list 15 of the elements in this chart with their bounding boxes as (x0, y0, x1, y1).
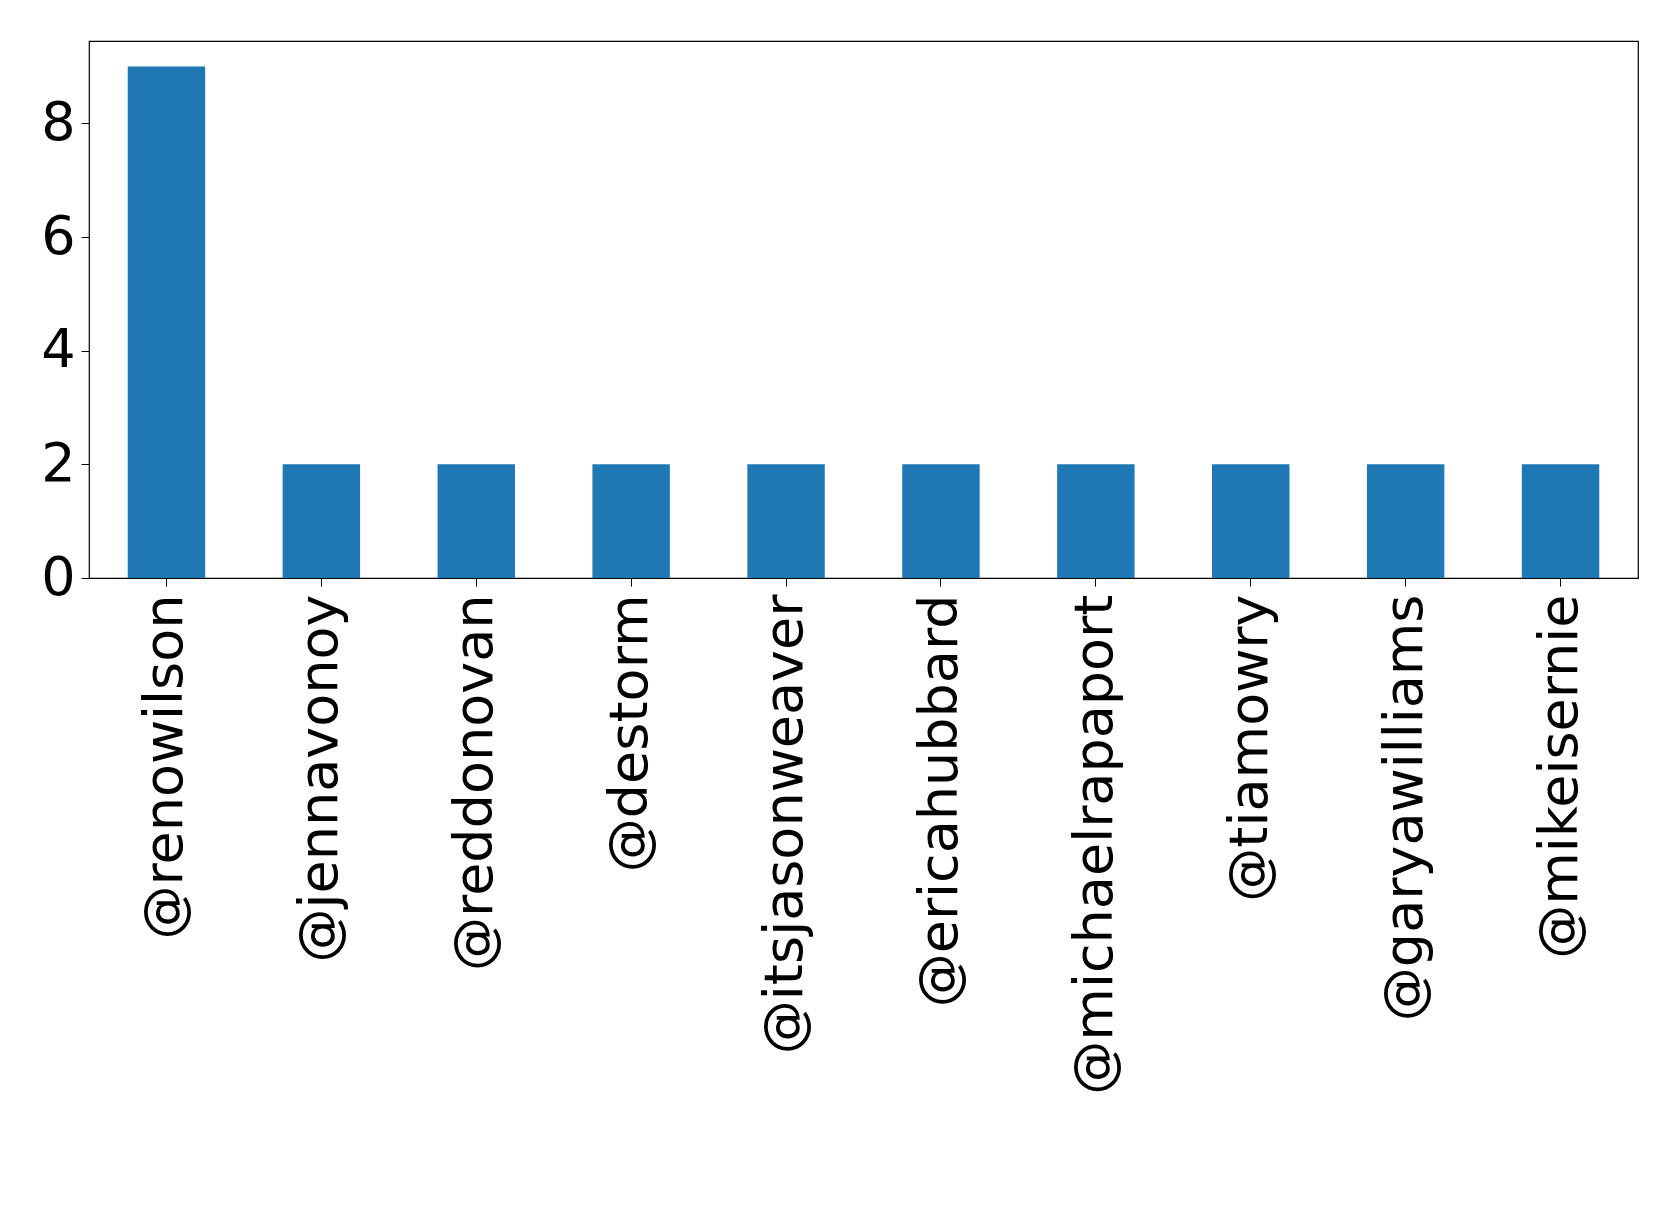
y-tick-label: 8 (41, 89, 76, 153)
x-tick-label: @garyawilliams (1371, 594, 1435, 1022)
x-tick-label: @jennavonoy (287, 594, 351, 963)
x-tick-label: @tiamowry (1216, 594, 1280, 902)
y-tick-label: 6 (41, 203, 76, 267)
y-tick-label: 2 (41, 430, 76, 494)
x-tick-label: @destorm (597, 594, 661, 873)
x-tick-label: @itsjasonweaver (752, 593, 816, 1055)
y-tick-label: 0 (41, 544, 76, 608)
x-tick-label: @reddonovan (442, 594, 506, 971)
x-tick-label: @renowilson (132, 594, 196, 940)
x-tick-label: @ericahubbard (906, 594, 970, 1008)
x-tick-label: @mikeisernie (1526, 594, 1590, 959)
y-tick-label: 4 (41, 317, 76, 381)
x-tick-label: @michaelrapaport (1061, 594, 1125, 1095)
